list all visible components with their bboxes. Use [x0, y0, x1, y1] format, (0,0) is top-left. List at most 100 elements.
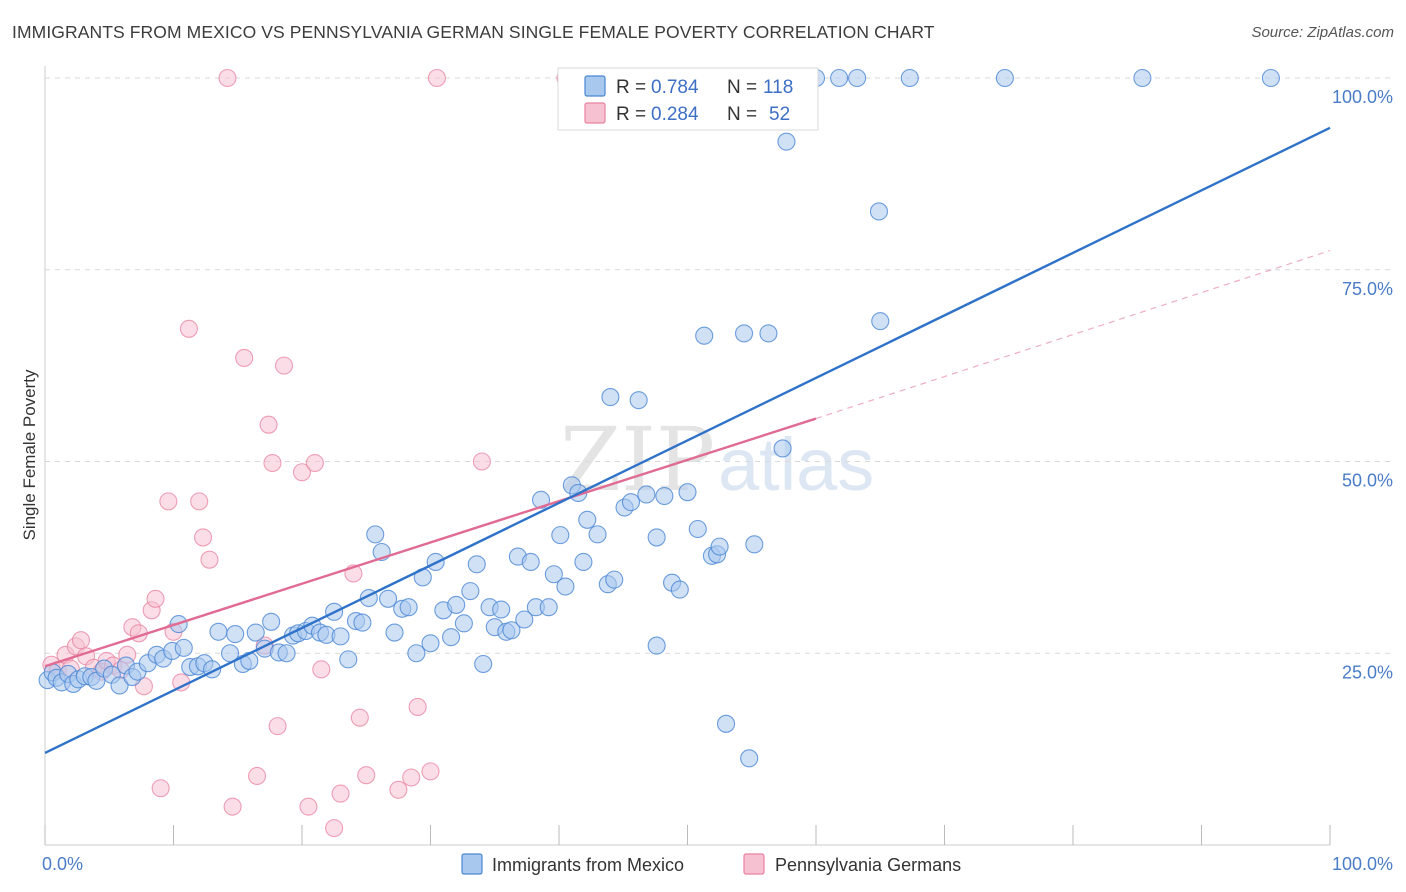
data-point-immigrants-from-mexico [379, 589, 398, 608]
bottom-legend-swatch-blue [461, 853, 483, 875]
data-point-immigrants-from-mexico [492, 600, 511, 619]
data-point-pennsylvania-germans [247, 766, 267, 786]
data-point-pennsylvania-germans [159, 492, 178, 511]
data-point-immigrants-from-mexico [900, 68, 919, 88]
data-point-pennsylvania-germans [190, 492, 209, 511]
data-point-immigrants-from-mexico [734, 324, 754, 343]
y-tick-label: 75.0% [1342, 279, 1393, 299]
data-point-immigrants-from-mexico [539, 598, 558, 617]
data-point-immigrants-from-mexico [454, 614, 473, 633]
data-point-immigrants-from-mexico [871, 312, 890, 331]
data-point-immigrants-from-mexico [442, 628, 461, 647]
data-point-immigrants-from-mexico [240, 651, 259, 670]
data-point-immigrants-from-mexico [710, 537, 729, 556]
data-point-immigrants-from-mexico [407, 644, 426, 663]
trendline-pennsylvania-germans-extrapolated [815, 250, 1331, 420]
x-tick-label: 0.0% [42, 854, 83, 874]
data-point-pennsylvania-germans [259, 415, 278, 434]
bottom-legend-label-blue: Immigrants from Mexico [492, 855, 684, 875]
chart-source: Source: ZipAtlas.com [1251, 24, 1394, 41]
data-point-immigrants-from-mexico [353, 613, 372, 632]
data-point-pennsylvania-germans [305, 453, 324, 473]
legend-n-value-blue: 118 [763, 77, 793, 98]
data-point-immigrants-from-mexico [544, 565, 563, 584]
data-point-immigrants-from-mexico [339, 650, 358, 669]
data-point-immigrants-from-mexico [830, 68, 849, 88]
y-tick-label: 100.0% [1332, 87, 1393, 107]
legend-swatch-blue [584, 75, 606, 97]
data-point-immigrants-from-mexico [209, 622, 228, 641]
data-point-pennsylvania-germans [179, 319, 198, 338]
series-legend: Immigrants from Mexico Pennsylvania Germ… [461, 853, 961, 875]
legend-r-value-pink: 0.284 [651, 104, 699, 125]
legend-swatch-pink [584, 102, 606, 124]
x-tick-label: 100.0% [1332, 854, 1393, 874]
data-point-immigrants-from-mexico [421, 634, 440, 653]
data-point-pennsylvania-germans [325, 819, 344, 838]
data-point-pennsylvania-germans [235, 348, 254, 368]
bottom-legend-label-pink: Pennsylvania Germans [775, 855, 961, 875]
trendlines [44, 126, 1331, 755]
data-point-immigrants-from-mexico [1261, 68, 1280, 88]
chart-title: IMMIGRANTS FROM MEXICO VS PENNSYLVANIA G… [12, 22, 935, 42]
legend-n-value-pink: 52 [769, 104, 790, 125]
watermark-atlas: atlas [718, 423, 874, 506]
data-point-immigrants-from-mexico [574, 552, 593, 572]
data-point-immigrants-from-mexico [461, 582, 480, 601]
legend-r-label-blue: R = [616, 77, 646, 98]
data-point-immigrants-from-mexico [1133, 68, 1152, 88]
y-tick-label: 50.0% [1342, 471, 1393, 491]
data-point-immigrants-from-mexico [995, 68, 1014, 88]
data-point-pennsylvania-germans [312, 660, 331, 679]
data-point-immigrants-from-mexico [670, 580, 689, 599]
data-point-immigrants-from-mexico [848, 68, 867, 88]
data-point-immigrants-from-mexico [745, 535, 764, 554]
data-point-immigrants-from-mexico [551, 526, 570, 545]
data-point-immigrants-from-mexico [637, 485, 656, 504]
y-tick-label: 25.0% [1342, 662, 1393, 682]
data-point-immigrants-from-mexico [716, 714, 736, 733]
data-point-pennsylvania-germans [146, 589, 165, 608]
data-point-immigrants-from-mexico [621, 493, 641, 512]
data-point-immigrants-from-mexico [174, 638, 193, 657]
data-point-immigrants-from-mexico [556, 577, 575, 596]
data-point-immigrants-from-mexico [467, 555, 486, 574]
data-point-immigrants-from-mexico [647, 528, 666, 547]
trendline-immigrants-from-mexico [44, 126, 1331, 755]
data-point-immigrants-from-mexico [601, 388, 620, 407]
data-point-pennsylvania-germans [223, 797, 242, 816]
y-axis-label: Single Female Poverty [20, 369, 39, 541]
data-point-pennsylvania-germans [421, 762, 440, 781]
data-point-immigrants-from-mexico [366, 525, 385, 544]
data-point-immigrants-from-mexico [629, 391, 648, 410]
data-point-immigrants-from-mexico [773, 439, 792, 458]
data-point-immigrants-from-mexico [740, 749, 759, 768]
data-point-immigrants-from-mexico [647, 636, 666, 655]
data-point-immigrants-from-mexico [447, 595, 466, 614]
data-point-immigrants-from-mexico [246, 623, 265, 642]
bottom-legend-swatch-pink [743, 853, 765, 875]
data-point-pennsylvania-germans [331, 784, 350, 803]
data-point-immigrants-from-mexico [277, 644, 296, 663]
data-point-immigrants-from-mexico [578, 510, 597, 529]
data-point-immigrants-from-mexico [869, 202, 889, 221]
data-point-pennsylvania-germans [292, 463, 312, 482]
data-point-immigrants-from-mexico [331, 627, 350, 646]
data-point-immigrants-from-mexico [695, 326, 714, 345]
series-immigrants-from-mexico [38, 68, 1280, 768]
legend-r-value-blue: 0.784 [651, 77, 699, 98]
data-point-immigrants-from-mexico [588, 525, 607, 544]
data-point-immigrants-from-mexico [399, 598, 418, 617]
data-point-pennsylvania-germans [218, 68, 237, 88]
data-point-pennsylvania-germans [357, 766, 376, 785]
data-point-immigrants-from-mexico [678, 483, 697, 502]
data-point-immigrants-from-mexico [515, 610, 534, 629]
data-point-immigrants-from-mexico [110, 676, 129, 695]
data-point-immigrants-from-mexico [385, 623, 404, 642]
y-tick-labels: 25.0% 50.0% 75.0% 100.0% [1332, 87, 1393, 682]
data-point-immigrants-from-mexico [521, 552, 540, 572]
watermark: ZIP atlas [560, 408, 874, 511]
data-point-immigrants-from-mexico [688, 519, 707, 539]
data-point-immigrants-from-mexico [655, 486, 674, 506]
legend-n-label-blue: N = [727, 77, 757, 98]
